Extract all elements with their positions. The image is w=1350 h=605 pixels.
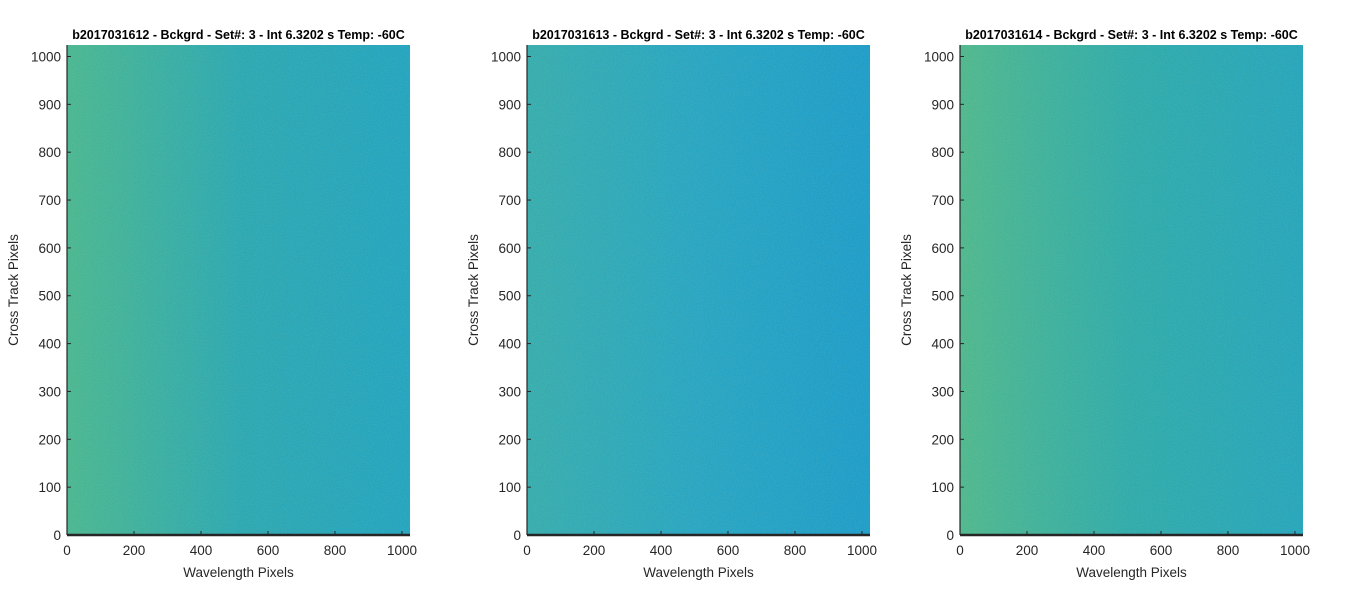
y-tick-label: 600 (38, 241, 61, 256)
x-tick-label: 0 (956, 543, 964, 558)
heatmap-noise-texture (960, 45, 1303, 535)
x-tick-label: 800 (784, 543, 807, 558)
y-tick-label: 400 (931, 337, 954, 352)
x-tick-label: 800 (324, 543, 347, 558)
x-tick-label: 200 (123, 543, 146, 558)
x-tick-label: 0 (523, 543, 531, 558)
x-tick-label: 800 (1217, 543, 1240, 558)
x-tick-label: 600 (717, 543, 740, 558)
y-tick-label: 700 (38, 193, 61, 208)
y-tick-label: 500 (38, 289, 61, 304)
chart-panel-2: 0 200 400 600 800 1000 0 100 200 300 400 500 600 700 8… (466, 28, 877, 580)
x-tick-label: 400 (1083, 543, 1106, 558)
y-tick-label: 700 (931, 193, 954, 208)
y-tick-label: 200 (38, 432, 61, 447)
x-tick-label: 1000 (847, 543, 877, 558)
x-tick-label: 600 (257, 543, 280, 558)
y-tick-label: 0 (513, 528, 521, 543)
chart-title: b2017031614 - Bckgrd - Set#: 3 - Int 6.3… (965, 28, 1298, 42)
chart-title: b2017031613 - Bckgrd - Set#: 3 - Int 6.3… (532, 28, 865, 42)
y-axis-label: Cross Track Pixels (6, 234, 21, 346)
y-tick-label: 100 (931, 480, 954, 495)
y-tick-label: 600 (931, 241, 954, 256)
y-tick-label: 800 (38, 145, 61, 160)
y-tick-label: 800 (931, 145, 954, 160)
y-tick-label: 800 (498, 145, 521, 160)
y-axis-label: Cross Track Pixels (899, 234, 914, 346)
heatmap-noise-texture (67, 45, 410, 535)
y-tick-label: 500 (498, 289, 521, 304)
y-tick-label: 0 (946, 528, 954, 543)
x-tick-label: 1000 (1280, 543, 1310, 558)
y-tick-label: 400 (498, 337, 521, 352)
x-tick-label: 400 (650, 543, 673, 558)
x-axis-label: Wavelength Pixels (183, 565, 294, 580)
y-axis-label: Cross Track Pixels (466, 234, 481, 346)
y-tick-label: 300 (498, 384, 521, 399)
x-tick-label: 600 (1150, 543, 1173, 558)
heatmap-noise-texture (527, 45, 870, 535)
y-tick-label: 1000 (31, 49, 61, 64)
y-tick-label: 900 (38, 97, 61, 112)
x-tick-label: 200 (583, 543, 606, 558)
y-tick-label: 300 (931, 384, 954, 399)
y-tick-label: 1000 (924, 49, 954, 64)
x-tick-label: 400 (190, 543, 213, 558)
y-tick-label: 200 (498, 432, 521, 447)
y-tick-label: 200 (931, 432, 954, 447)
y-tick-label: 100 (38, 480, 61, 495)
y-tick-label: 600 (498, 241, 521, 256)
y-tick-label: 700 (498, 193, 521, 208)
y-tick-label: 500 (931, 289, 954, 304)
x-tick-label: 1000 (387, 543, 417, 558)
y-tick-label: 400 (38, 337, 61, 352)
x-axis-label: Wavelength Pixels (643, 565, 754, 580)
y-tick-label: 100 (498, 480, 521, 495)
x-tick-label: 0 (63, 543, 71, 558)
y-tick-label: 0 (53, 528, 61, 543)
y-tick-label: 900 (498, 97, 521, 112)
y-tick-label: 1000 (491, 49, 521, 64)
chart-panel-1: 0 200 400 600 800 1000 0 100 200 300 400 500 600 700 8… (6, 28, 417, 580)
chart-panel-3: 0 200 400 600 800 1000 0 100 200 300 400 500 600 700 8… (899, 28, 1310, 580)
y-tick-label: 300 (38, 384, 61, 399)
x-tick-label: 200 (1016, 543, 1039, 558)
x-axis-label: Wavelength Pixels (1076, 565, 1187, 580)
y-tick-label: 900 (931, 97, 954, 112)
chart-title: b2017031612 - Bckgrd - Set#: 3 - Int 6.3… (72, 28, 405, 42)
